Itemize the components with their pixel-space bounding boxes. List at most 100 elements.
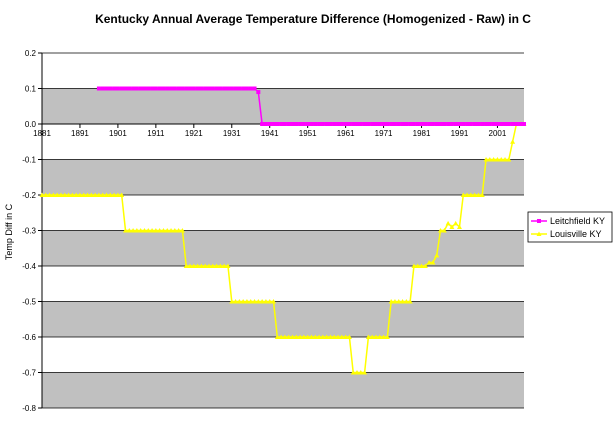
data-point	[225, 263, 231, 268]
data-point	[202, 263, 208, 268]
data-point	[518, 122, 523, 126]
data-point	[339, 334, 345, 339]
data-point	[430, 259, 436, 265]
data-point	[111, 192, 117, 197]
data-point	[324, 334, 330, 339]
data-point	[286, 334, 292, 339]
data-point	[172, 86, 177, 91]
data-point	[126, 228, 132, 233]
data-point	[320, 122, 325, 126]
data-point	[241, 86, 246, 91]
data-point	[214, 263, 220, 268]
data-point	[275, 122, 280, 126]
data-point	[180, 86, 185, 91]
data-point	[301, 122, 306, 126]
data-point	[123, 86, 128, 91]
data-point	[179, 228, 185, 233]
data-point	[472, 122, 477, 126]
data-point	[313, 122, 318, 126]
data-point	[465, 122, 470, 126]
data-point	[160, 228, 166, 233]
data-point	[328, 122, 333, 126]
data-point	[453, 220, 459, 226]
data-point	[206, 86, 211, 91]
data-point	[347, 122, 352, 126]
data-point	[256, 90, 261, 95]
plot-band	[42, 124, 524, 160]
data-point	[279, 122, 284, 126]
data-point	[267, 299, 273, 304]
data-point	[274, 334, 280, 339]
data-point	[122, 228, 128, 233]
data-point	[503, 122, 508, 126]
x-tick-label: 1891	[71, 129, 89, 138]
data-point	[468, 192, 474, 197]
data-point	[441, 228, 447, 233]
x-tick-label: 1951	[299, 129, 317, 138]
data-point	[255, 299, 261, 304]
data-point	[460, 192, 466, 197]
data-point	[309, 122, 314, 126]
data-point	[187, 263, 193, 268]
data-point	[475, 192, 481, 197]
data-point	[510, 122, 515, 126]
x-tick-label: 1961	[337, 129, 355, 138]
plot-band	[42, 372, 524, 408]
data-point	[449, 122, 454, 126]
y-tick-label: -0.8	[22, 404, 36, 413]
data-point	[229, 299, 235, 304]
data-point	[355, 122, 360, 126]
data-point	[198, 263, 204, 268]
data-point	[203, 86, 208, 91]
y-tick-label: -0.3	[22, 227, 36, 236]
data-point	[468, 122, 473, 126]
data-point	[312, 334, 318, 339]
data-point	[176, 228, 182, 233]
legend-box	[527, 211, 613, 243]
data-point	[100, 192, 106, 197]
data-point	[411, 263, 417, 268]
data-point	[366, 122, 371, 126]
x-tick-label: 1901	[109, 129, 127, 138]
data-point	[225, 86, 230, 91]
data-point	[434, 252, 440, 258]
data-point	[461, 122, 466, 126]
data-point	[157, 228, 163, 233]
data-point	[438, 122, 443, 126]
data-point	[354, 370, 360, 375]
data-point	[438, 228, 444, 233]
y-tick-label: -0.5	[22, 298, 36, 307]
data-point	[141, 228, 147, 233]
data-point	[377, 334, 383, 339]
data-point	[286, 122, 291, 126]
data-point	[85, 192, 91, 197]
data-point	[172, 228, 178, 233]
data-point	[146, 86, 151, 91]
data-point	[88, 192, 94, 197]
plot-band	[42, 159, 524, 195]
data-point	[362, 370, 368, 375]
data-point	[403, 299, 409, 304]
chart-title: Kentucky Annual Average Temperature Diff…	[95, 12, 531, 26]
data-point	[502, 157, 508, 162]
plot-band	[42, 88, 524, 124]
x-tick-label: 1991	[451, 129, 469, 138]
data-point	[58, 192, 64, 197]
data-point	[449, 224, 455, 229]
plot-band	[42, 230, 524, 266]
data-point	[138, 86, 143, 91]
data-point	[522, 122, 526, 126]
data-point	[510, 139, 516, 144]
data-point	[47, 192, 53, 197]
data-point	[244, 86, 249, 91]
data-point	[263, 122, 268, 126]
legend-marker	[536, 231, 542, 236]
data-point	[514, 122, 519, 126]
data-point	[392, 122, 397, 126]
data-point	[92, 192, 98, 197]
data-point	[157, 86, 162, 91]
plot-band	[42, 337, 524, 373]
data-point	[495, 122, 500, 126]
data-point	[506, 122, 511, 126]
